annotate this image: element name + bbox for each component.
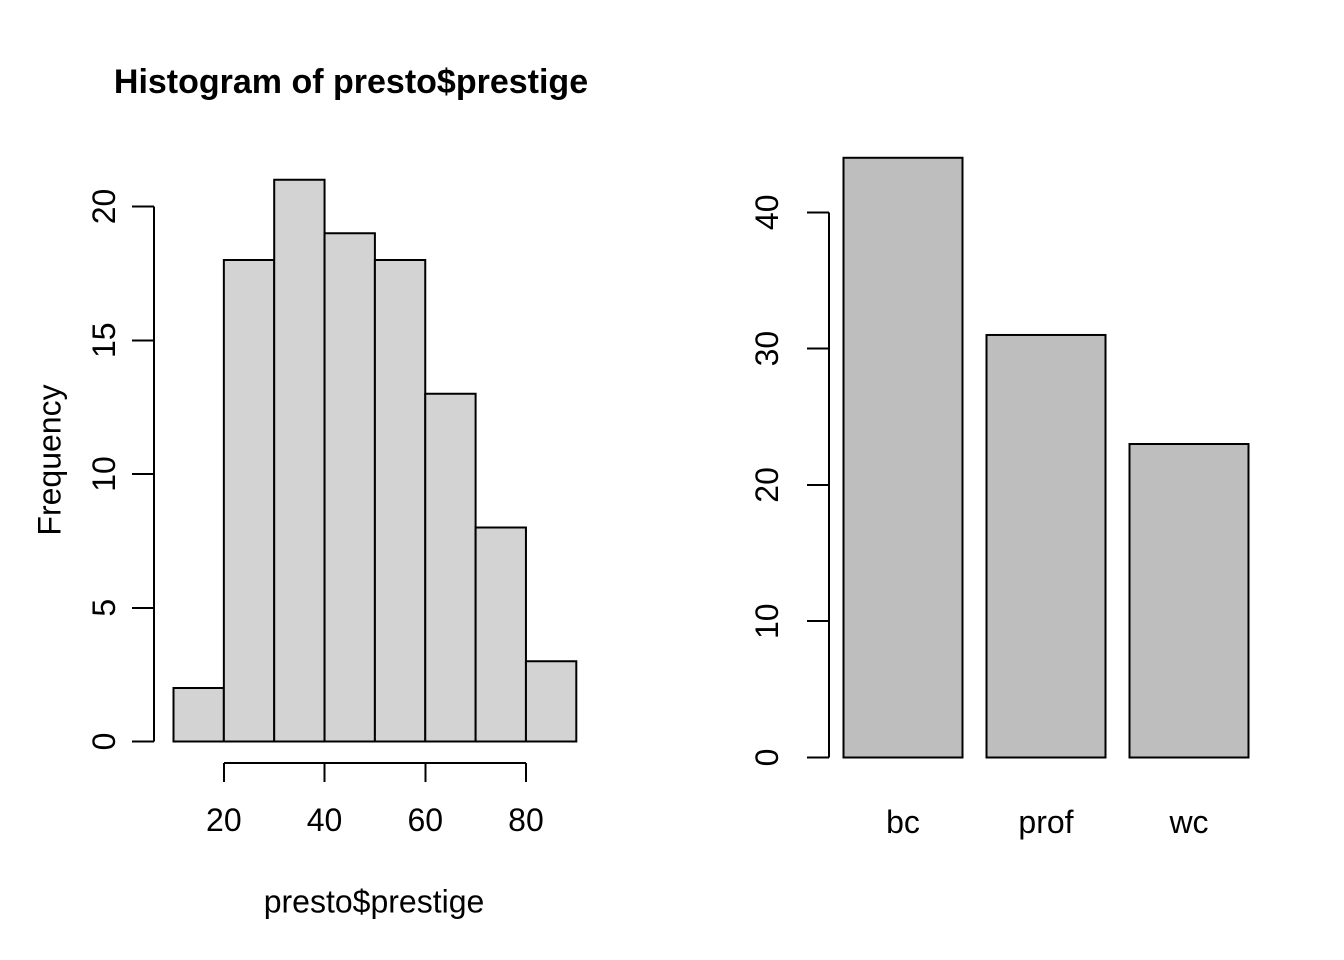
histogram-y-tick-label: 0 (86, 733, 122, 751)
histogram-ylabel: Frequency (31, 384, 68, 536)
histogram-bar (474, 526, 527, 743)
barplot-category-label: bc (886, 804, 920, 840)
barplot-category-label: wc (1168, 804, 1208, 840)
barplot-y-tick-label: 20 (749, 467, 785, 503)
histogram-bar (424, 392, 477, 743)
histogram-xlabel: presto$prestige (263, 883, 485, 920)
barplot-bar (842, 156, 964, 759)
histogram-x-tick-label: 80 (508, 802, 544, 838)
histogram-x-tick-label: 60 (407, 802, 443, 838)
histogram-bar (222, 259, 276, 743)
barplot-y-tick-label: 40 (749, 195, 785, 231)
histogram-bar (172, 687, 225, 743)
histogram-title: Histogram of presto$prestige (113, 63, 589, 101)
histogram-bar (323, 232, 376, 743)
barplot-y-tick-label: 10 (749, 603, 785, 639)
histogram-y-tick-label: 20 (86, 189, 122, 225)
histogram-x-tick-label: 20 (206, 802, 242, 838)
histogram-x-tick-label: 40 (307, 802, 343, 838)
histogram-y-tick-label: 5 (86, 599, 122, 617)
barplot-bar (1128, 443, 1250, 759)
histogram-y-tick-label: 15 (86, 322, 122, 358)
barplot-bar (985, 333, 1107, 759)
barplot-category-label: prof (1018, 804, 1073, 840)
barplot-plot: 0 10 20 30 40 bc prof wc (749, 156, 1250, 840)
histogram-y-tick-label: 10 (86, 456, 122, 492)
histogram-bar (273, 178, 326, 743)
histogram-bar (524, 660, 578, 743)
histogram-bar (373, 259, 427, 743)
barplot-y-tick-label: 30 (749, 331, 785, 367)
histogram-plot: 0 5 10 15 20 20 40 60 80 (86, 178, 578, 838)
barplot-y-tick-label: 0 (749, 749, 785, 767)
